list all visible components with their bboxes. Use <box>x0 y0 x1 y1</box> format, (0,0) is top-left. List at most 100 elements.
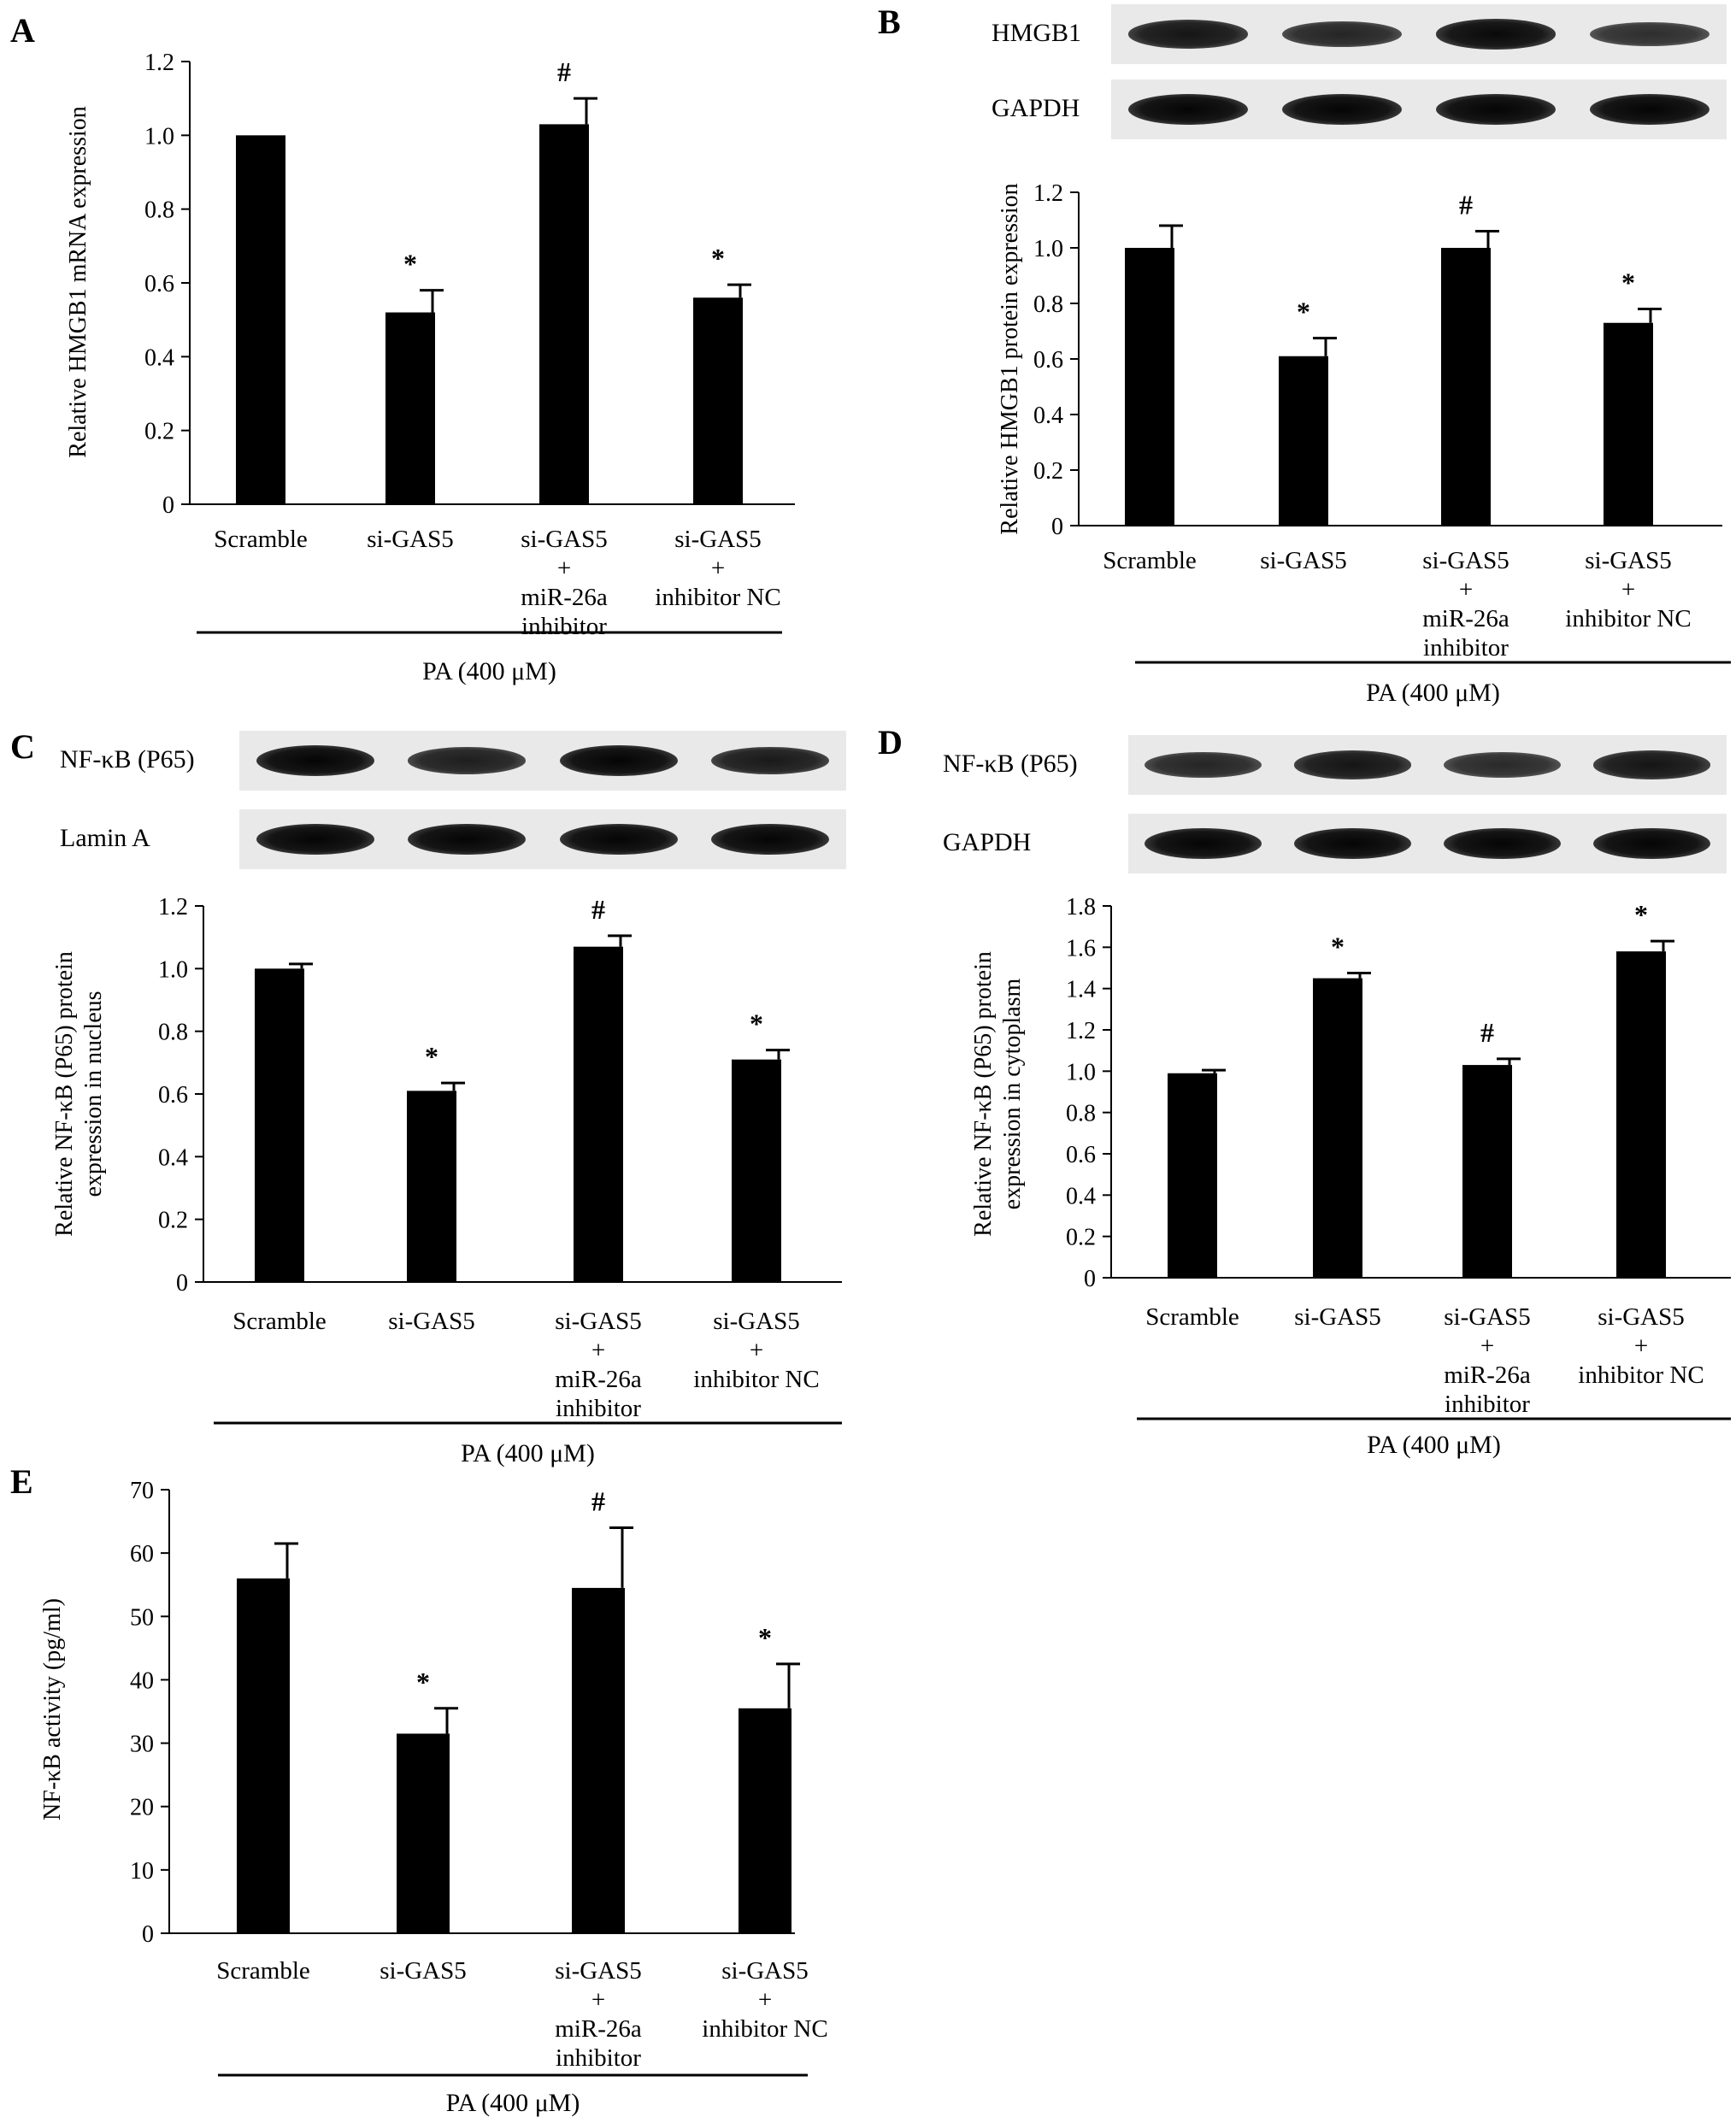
significance-mark: * <box>1621 268 1635 298</box>
y-tick-label: 0.2 <box>158 1208 188 1234</box>
blot-strip-C-1 <box>239 809 846 869</box>
category-label: si-GAS5 + miR-26a inhibitor <box>555 1957 642 2072</box>
category-label: si-GAS5 + miR-26a inhibitor <box>1444 1303 1531 1418</box>
panel-letter-B: B <box>878 3 901 41</box>
blot-label-D-1: GAPDH <box>943 828 1032 856</box>
bar <box>407 1091 456 1282</box>
category-label: si-GAS5 <box>388 1308 475 1335</box>
y-tick-label: 0.6 <box>1033 347 1063 373</box>
y-tick-label: 0.8 <box>158 1020 188 1046</box>
bar <box>1168 1073 1217 1278</box>
y-tick-label: 1.2 <box>1033 180 1063 207</box>
y-tick-label: 0.8 <box>144 197 174 224</box>
y-tick-label: 70 <box>130 1478 154 1504</box>
y-tick-label: 1.0 <box>158 956 188 983</box>
y-axis-label: NF-κB activity (pg/ml) <box>39 1598 66 1820</box>
bar <box>1125 248 1174 526</box>
blot-label-C-1: Lamin A <box>60 824 150 852</box>
chart-C: 0 0.2 0.4 0.6 0.8 1.0 1.2 Relative NF-κB (P65) … <box>51 894 842 1467</box>
bar <box>539 124 589 504</box>
bar <box>237 1578 290 1933</box>
category-label: Scramble <box>1145 1303 1239 1331</box>
category-label: Scramble <box>232 1308 327 1335</box>
category-label: si-GAS5 + inhibitor NC <box>693 1308 819 1393</box>
blot-band <box>1435 94 1557 125</box>
y-tick-label: 0 <box>176 1270 188 1297</box>
y-axis-label: Relative NF-κB (P65) protein expression i… <box>970 951 1026 1237</box>
bar <box>1279 356 1328 526</box>
significance-mark: * <box>416 1667 430 1697</box>
y-axis-label: Relative HMGB1 mRNA expression <box>65 106 91 457</box>
blot-band <box>1281 94 1403 125</box>
y-tick-label: 50 <box>130 1604 154 1631</box>
y-tick-label: 0.4 <box>1033 403 1063 429</box>
y-tick-label: 0 <box>1051 514 1063 540</box>
panel-letter-E: E <box>10 1462 33 1501</box>
blot-band <box>1589 94 1710 125</box>
chart-B: 0 0.2 0.4 0.6 0.8 1.0 1.2 Relative HMGB1 protei… <box>997 180 1731 707</box>
bar <box>1604 322 1653 526</box>
blot-strip-B-0 <box>1111 4 1727 64</box>
blot-label-B-1: GAPDH <box>992 94 1080 122</box>
significance-mark: * <box>758 1622 772 1653</box>
significance-mark: * <box>750 1009 763 1039</box>
bar <box>397 1733 450 1933</box>
y-tick-label: 0.6 <box>158 1082 188 1109</box>
blot-band <box>1127 20 1249 49</box>
category-label: si-GAS5 + inhibitor NC <box>655 526 780 611</box>
category-label: si-GAS5 <box>380 1957 467 1985</box>
category-label: si-GAS5 + miR-26a inhibitor <box>521 526 608 640</box>
y-axis-label: Relative NF-κB (P65) protein expression i… <box>51 951 107 1237</box>
significance-mark: # <box>1480 1017 1494 1048</box>
bar <box>255 968 304 1282</box>
y-tick-label: 0.8 <box>1033 291 1063 318</box>
y-tick-label: 0 <box>1084 1266 1096 1292</box>
blot-band <box>711 746 830 775</box>
bar <box>572 1587 625 1933</box>
category-label: Scramble <box>1103 547 1197 574</box>
category-label: si-GAS5 + inhibitor NC <box>1565 547 1691 632</box>
blot-band <box>1444 752 1561 778</box>
bar <box>693 297 743 504</box>
blot-band <box>1444 828 1561 859</box>
group-label: PA (400 μM) <box>461 1439 595 1467</box>
y-tick-label: 1.2 <box>144 50 174 76</box>
y-tick-label: 30 <box>130 1732 154 1758</box>
y-tick-label: 0 <box>142 1921 154 1948</box>
bar <box>1462 1065 1512 1278</box>
y-tick-label: 1.8 <box>1066 894 1096 920</box>
blot-band <box>1593 750 1710 779</box>
blot-band <box>408 747 527 774</box>
significance-mark: * <box>403 249 417 279</box>
blot-label-C-0: NF-κB (P65) <box>60 745 195 773</box>
bar <box>574 946 623 1282</box>
y-tick-label: 20 <box>130 1795 154 1821</box>
chart-D: 0 0.2 0.4 0.6 0.8 1.0 1.2 1.4 1.6 1.8 Relative NF-… <box>970 894 1731 1459</box>
blot-band <box>1294 750 1411 779</box>
blot-strip-D-0 <box>1128 735 1727 795</box>
y-tick-label: 0.6 <box>1066 1142 1096 1168</box>
y-axis-label: Relative HMGB1 protein expression <box>997 183 1023 534</box>
blot-strip-D-1 <box>1128 814 1727 873</box>
blot-band <box>1593 828 1710 859</box>
blot-band <box>408 824 527 855</box>
blot-band <box>1589 21 1710 47</box>
blot-band <box>1435 19 1557 50</box>
blot-band <box>1294 828 1411 859</box>
blot-band <box>256 824 374 855</box>
significance-mark: # <box>591 894 605 925</box>
category-label: si-GAS5 + inhibitor NC <box>702 1957 827 2043</box>
category-label: si-GAS5 + miR-26a inhibitor <box>1422 547 1509 662</box>
y-tick-label: 0.6 <box>144 271 174 297</box>
blot-band <box>1145 828 1262 859</box>
category-label: si-GAS5 <box>1294 1303 1381 1331</box>
group-label: PA (400 μM) <box>1367 1431 1501 1459</box>
y-tick-label: 0.4 <box>144 344 174 371</box>
bar <box>1616 951 1666 1278</box>
blot-strip-B-1 <box>1111 79 1727 139</box>
blot-band <box>559 745 678 776</box>
category-label: Scramble <box>216 1957 310 1985</box>
group-label: PA (400 μM) <box>422 657 556 685</box>
